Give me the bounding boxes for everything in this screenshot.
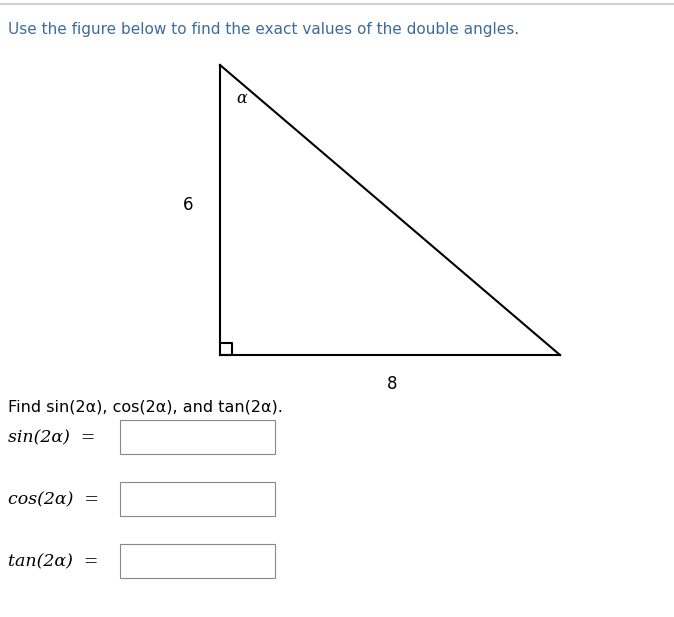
Text: cos(2α)  =: cos(2α) =	[8, 492, 99, 508]
Text: Use the figure below to find the exact values of the double angles.: Use the figure below to find the exact v…	[8, 22, 519, 37]
Text: 6: 6	[183, 196, 193, 214]
Text: α: α	[236, 90, 247, 107]
Text: tan(2α)  =: tan(2α) =	[8, 553, 98, 571]
Text: Find sin(2α), cos(2α), and tan(2α).: Find sin(2α), cos(2α), and tan(2α).	[8, 400, 283, 415]
Text: sin(2α)  =: sin(2α) =	[8, 429, 96, 447]
Bar	[120, 420, 275, 454]
Bar	[120, 482, 275, 516]
Text: 8: 8	[387, 375, 397, 393]
Bar	[120, 544, 275, 578]
